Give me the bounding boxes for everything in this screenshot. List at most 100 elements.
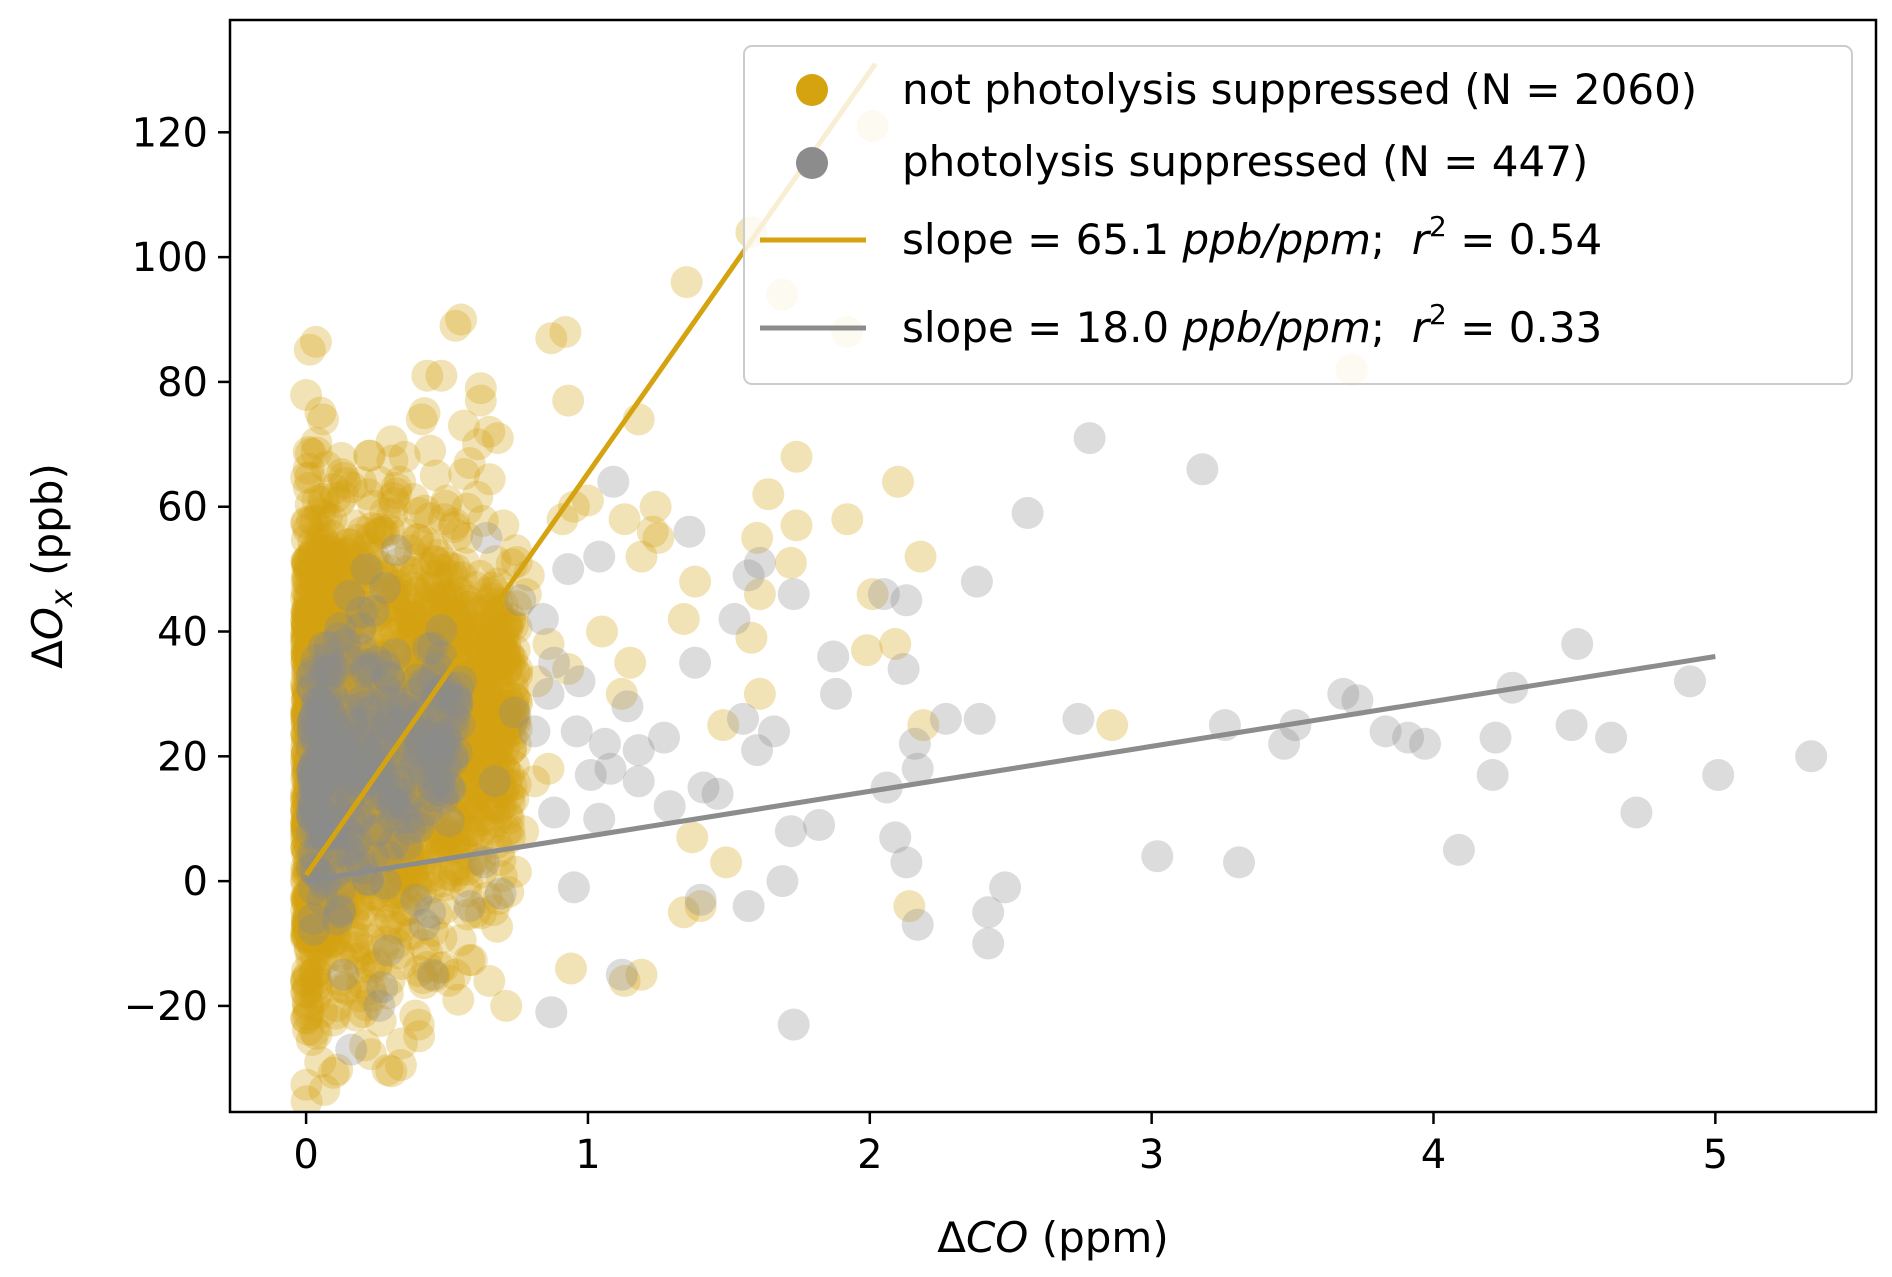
- not-suppressed-point: [453, 678, 486, 711]
- not-suppressed-point: [445, 648, 478, 681]
- not-suppressed-point: [292, 680, 325, 713]
- not-suppressed-point: [355, 790, 387, 823]
- legend-text-not-suppressed: not photolysis suppressed (N = 2060): [902, 65, 1697, 114]
- suppressed-point: [384, 687, 417, 719]
- not-suppressed-point: [311, 774, 344, 807]
- not-suppressed-point: [382, 799, 415, 832]
- not-suppressed-point: [295, 783, 328, 816]
- not-suppressed-point: [427, 768, 460, 801]
- not-suppressed-point: [300, 730, 333, 763]
- not-suppressed-point: [893, 890, 926, 923]
- not-suppressed-point: [333, 747, 366, 780]
- not-suppressed-point: [290, 597, 323, 630]
- not-suppressed-point: [438, 677, 470, 710]
- not-suppressed-point: [642, 521, 675, 554]
- not-suppressed-point: [427, 951, 460, 984]
- not-suppressed-point: [293, 637, 326, 670]
- not-suppressed-point: [500, 684, 533, 717]
- not-suppressed-point: [328, 703, 361, 736]
- not-suppressed-point: [299, 955, 332, 988]
- not-suppressed-point: [297, 699, 330, 732]
- not-suppressed-point: [735, 621, 768, 654]
- not-suppressed-point: [459, 757, 492, 790]
- not-suppressed-point: [290, 813, 323, 846]
- not-suppressed-point: [290, 698, 323, 731]
- not-suppressed-point: [339, 628, 372, 661]
- not-suppressed-point: [454, 682, 487, 715]
- not-suppressed-point: [326, 629, 358, 662]
- not-suppressed-point: [397, 785, 430, 818]
- not-suppressed-point: [454, 789, 486, 822]
- suppressed-point: [357, 594, 390, 627]
- not-suppressed-point: [352, 686, 385, 719]
- not-suppressed-point: [456, 652, 488, 685]
- not-suppressed-point: [478, 745, 511, 778]
- not-suppressed-point: [326, 593, 359, 626]
- suppressed-point: [898, 727, 931, 760]
- suppressed-point: [296, 837, 329, 870]
- not-suppressed-point: [532, 628, 565, 660]
- not-suppressed-point: [357, 714, 389, 747]
- not-suppressed-point: [304, 575, 336, 608]
- not-suppressed-point: [290, 817, 323, 850]
- not-suppressed-point: [290, 621, 323, 654]
- not-suppressed-point: [295, 912, 328, 945]
- not-suppressed-point: [291, 658, 324, 691]
- not-suppressed-point: [300, 966, 333, 999]
- not-suppressed-point: [421, 713, 454, 746]
- not-suppressed-point: [488, 717, 521, 750]
- not-suppressed-point: [304, 889, 337, 921]
- not-suppressed-point: [414, 571, 447, 604]
- not-suppressed-point: [290, 596, 323, 629]
- not-suppressed-point: [419, 617, 452, 650]
- not-suppressed-point: [679, 565, 712, 598]
- not-suppressed-point: [441, 707, 474, 740]
- not-suppressed-point: [381, 826, 414, 859]
- not-suppressed-point: [356, 980, 389, 1013]
- not-suppressed-point: [354, 952, 387, 985]
- not-suppressed-point: [369, 890, 401, 923]
- not-suppressed-point: [426, 582, 458, 614]
- not-suppressed-point: [290, 610, 323, 643]
- not-suppressed-point: [459, 699, 492, 732]
- not-suppressed-point: [476, 788, 508, 821]
- not-suppressed-point: [707, 709, 740, 742]
- not-suppressed-point: [375, 819, 408, 852]
- not-suppressed-point: [484, 773, 517, 806]
- suppressed-point: [1674, 665, 1706, 698]
- suppressed-point: [297, 779, 330, 812]
- not-suppressed-point: [421, 714, 454, 747]
- not-suppressed-point: [415, 753, 448, 785]
- not-suppressed-point: [453, 787, 486, 820]
- not-suppressed-point: [409, 760, 442, 793]
- not-suppressed-point: [335, 724, 368, 757]
- not-suppressed-point: [355, 1038, 387, 1071]
- suppressed-point: [351, 696, 384, 729]
- not-suppressed-point: [426, 653, 458, 686]
- not-suppressed-point: [298, 1014, 331, 1047]
- not-suppressed-point: [464, 775, 496, 808]
- not-suppressed-point: [304, 396, 337, 429]
- not-suppressed-point: [292, 767, 325, 800]
- not-suppressed-point: [743, 677, 776, 710]
- not-suppressed-point: [312, 915, 345, 947]
- not-suppressed-point: [341, 818, 374, 851]
- not-suppressed-point: [291, 955, 323, 987]
- not-suppressed-point: [348, 547, 381, 580]
- not-suppressed-point: [482, 761, 515, 794]
- not-suppressed-point: [315, 715, 348, 748]
- not-suppressed-point: [299, 896, 332, 929]
- not-suppressed-point: [454, 814, 487, 847]
- not-suppressed-point: [329, 627, 362, 660]
- not-suppressed-point: [346, 825, 379, 858]
- not-suppressed-point: [427, 620, 460, 653]
- not-suppressed-point: [297, 559, 330, 592]
- not-suppressed-point: [298, 705, 331, 737]
- not-suppressed-point: [364, 1005, 397, 1037]
- not-suppressed-point: [290, 822, 323, 855]
- not-suppressed-point: [423, 701, 456, 734]
- not-suppressed-point: [318, 642, 351, 675]
- not-suppressed-point: [469, 669, 502, 702]
- not-suppressed-point: [360, 578, 393, 611]
- suppressed-point: [430, 671, 463, 704]
